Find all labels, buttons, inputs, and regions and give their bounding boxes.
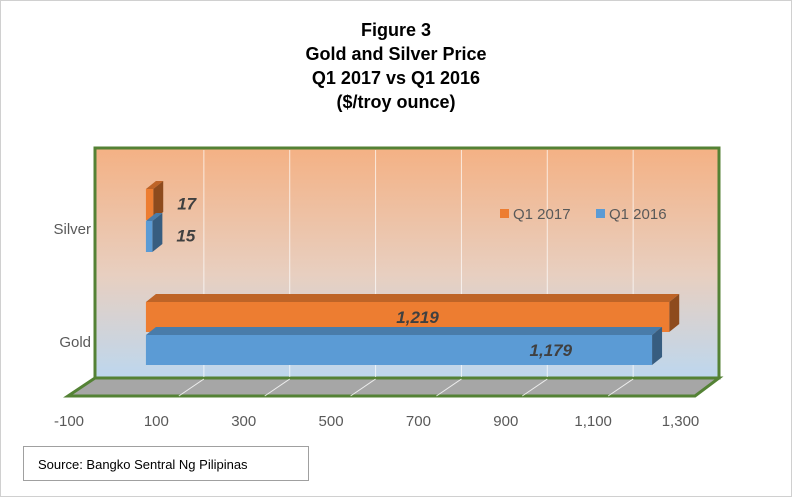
title-line-1: Figure 3 [360,20,431,40]
source-note: Source: Bangko Sentral Ng Pilipinas [23,446,309,481]
floor-gridline [607,378,634,397]
legend-label: Q1 2016 [609,206,667,223]
bar-top-face [145,294,680,302]
bar-front-face [145,221,153,252]
bar-silver-q1-2017 [145,181,164,220]
bar-side-face [652,327,663,365]
data-label-silver-q1-2016: 15 [176,227,195,246]
x-tick-label: 700 [406,413,431,430]
bar-top-face [145,213,163,221]
data-label-silver-q1-2017: 17 [177,195,197,214]
x-tick-label: 900 [493,413,518,430]
legend-swatch [596,209,605,218]
x-tick-label: 300 [231,413,256,430]
category-label-gold: Gold [59,334,91,351]
category-label-silver: Silver [53,221,91,238]
x-tick-label: 500 [319,413,344,430]
title-line-2: Gold and Silver Price [305,44,487,64]
x-tick-label: -100 [54,413,84,430]
bar-silver-q1-2016 [145,213,163,252]
legend-swatch [500,209,509,218]
chart-floor [63,376,724,398]
title-line-4: ($/troy ounce) [336,92,456,112]
x-tick-label: 1,300 [662,413,700,430]
bar-front-face [145,335,653,365]
bar-front-face [145,189,154,220]
floor-gridline [436,378,462,397]
title-line-3: Q1 2017 vs Q1 2016 [311,68,481,88]
x-tick-label: 100 [144,413,169,430]
bar-side-face [153,181,164,220]
x-tick-label: 1,100 [574,413,612,430]
bar-top-face [145,327,663,335]
chart-title: Figure 3 Gold and Silver Price Q1 2017 v… [0,18,792,114]
legend-label: Q1 2017 [513,206,571,223]
floor-gridline [350,378,376,397]
bar-side-face [669,294,680,332]
floor-gridline [178,378,205,397]
data-label-gold-q1-2016: 1,179 [530,341,573,360]
floor-gridline [264,378,290,397]
bar-side-face [152,213,163,252]
bar-gold-q1-2016 [145,327,663,365]
bar-top-face [145,181,164,189]
floor-gridline [522,378,548,397]
data-label-gold-q1-2017: 1,219 [396,308,439,327]
